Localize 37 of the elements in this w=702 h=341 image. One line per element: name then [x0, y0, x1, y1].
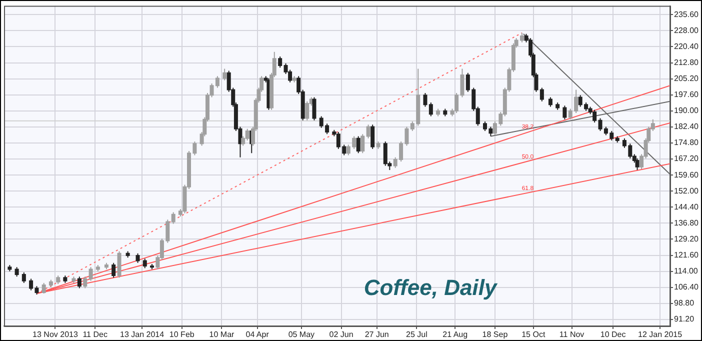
y-tick-label: 197.60 — [674, 90, 700, 100]
y-tick-label: 174.80 — [674, 138, 700, 148]
x-tick-label: 02 Jun — [329, 330, 354, 340]
x-tick-label: 12 Jan 2015 — [638, 330, 683, 340]
y-tick-label: 91.20 — [674, 314, 695, 324]
x-tick-label: 05 May — [288, 330, 315, 340]
x-tick-label: 04 Apr — [246, 330, 270, 340]
y-tick-label: 212.80 — [674, 58, 700, 67]
y-tick-label: 228.00 — [674, 26, 700, 35]
y-tick-label: 129.20 — [674, 234, 700, 244]
y-tick-label: 167.20 — [674, 154, 700, 164]
x-tick-label: 13 Jan 2014 — [120, 330, 165, 340]
y-tick-label: 114.00 — [674, 266, 698, 276]
y-tick-label: 220.40 — [674, 42, 700, 51]
y-tick-label: 144.40 — [674, 202, 700, 212]
x-tick-label: 18 Sep — [482, 330, 508, 340]
x-tick-label: 25 Jul — [406, 330, 428, 340]
y-tick-label: 159.60 — [674, 170, 700, 180]
y-tick-label: 182.40 — [674, 122, 700, 132]
y-tick-label: 205.20 — [674, 74, 700, 84]
y-tick-label: 235.60 — [674, 10, 700, 19]
x-tick-label: 13 Nov 2013 — [32, 330, 78, 340]
x-tick-label: 15 Oct — [522, 330, 546, 340]
x-tick-label: 10 Dec — [600, 330, 626, 340]
y-tick-label: 121.60 — [674, 250, 700, 260]
y-tick-label: 136.80 — [674, 218, 700, 228]
x-tick-label: 21 Aug — [442, 330, 468, 340]
x-tick-label: 11 Nov — [559, 330, 584, 340]
y-tick-label: 98.80 — [674, 298, 695, 308]
y-tick-label: 190.00 — [674, 106, 700, 116]
x-tick-label: 10 Mar — [209, 330, 235, 340]
y-tick-label: 106.40 — [674, 282, 700, 292]
x-tick-label: 11 Dec — [82, 330, 108, 340]
text: Coffee, Daily — [364, 275, 498, 300]
x-tick-label: 27 Jun — [364, 330, 389, 340]
y-tick-label: 152.00 — [674, 186, 700, 196]
x-tick-label: 10 Feb — [169, 330, 195, 340]
